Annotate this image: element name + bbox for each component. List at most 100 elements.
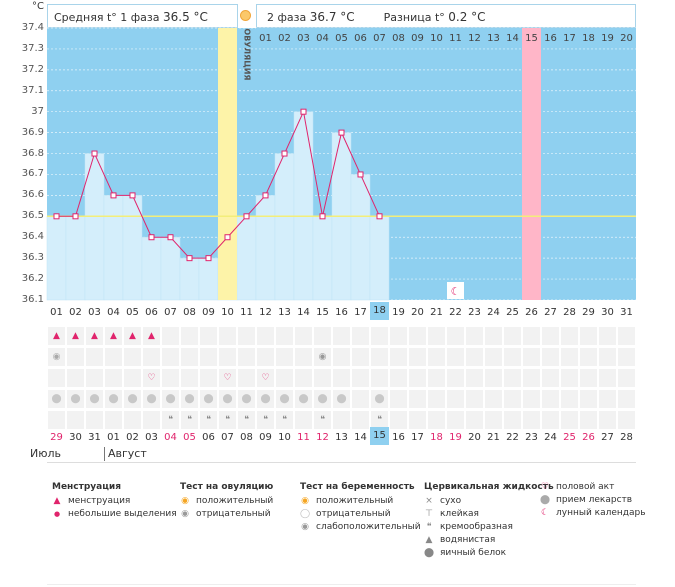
marker-cell[interactable] — [181, 348, 198, 366]
marker-cell[interactable] — [333, 411, 350, 429]
marker-cell[interactable] — [276, 327, 293, 345]
marker-cell[interactable] — [409, 369, 426, 387]
day-label[interactable]: 15 — [316, 307, 329, 318]
marker-cell[interactable]: ⬤ — [162, 390, 179, 408]
calendar-date[interactable]: 22 — [506, 432, 519, 443]
marker-cell[interactable] — [485, 327, 502, 345]
marker-cell[interactable] — [105, 348, 122, 366]
marker-cell[interactable]: ⬤ — [124, 390, 141, 408]
calendar-date[interactable]: 30 — [69, 432, 82, 443]
marker-cell[interactable] — [352, 327, 369, 345]
marker-cell[interactable] — [352, 369, 369, 387]
calendar-date[interactable]: 06 — [202, 432, 215, 443]
day-label[interactable]: 28 — [563, 307, 576, 318]
calendar-date[interactable]: 11 — [297, 432, 310, 443]
marker-cell[interactable] — [390, 348, 407, 366]
calendar-date[interactable]: 19 — [449, 432, 462, 443]
marker-cell[interactable] — [143, 348, 160, 366]
marker-cell[interactable] — [447, 327, 464, 345]
marker-cell[interactable] — [48, 411, 65, 429]
day-label[interactable]: 21 — [430, 307, 443, 318]
marker-cell[interactable] — [523, 411, 540, 429]
marker-cell[interactable]: ❝ — [200, 411, 217, 429]
day-label[interactable]: 27 — [544, 307, 557, 318]
marker-cell[interactable] — [485, 369, 502, 387]
marker-cell[interactable] — [523, 390, 540, 408]
marker-cell[interactable] — [333, 348, 350, 366]
day-label[interactable]: 30 — [601, 307, 614, 318]
marker-cell[interactable] — [466, 411, 483, 429]
marker-cell[interactable] — [504, 369, 521, 387]
day-label[interactable]: 02 — [69, 307, 82, 318]
marker-cell[interactable]: ⬤ — [48, 390, 65, 408]
marker-cell[interactable] — [238, 348, 255, 366]
marker-cell[interactable] — [219, 348, 236, 366]
calendar-date[interactable]: 07 — [221, 432, 234, 443]
marker-cell[interactable] — [162, 348, 179, 366]
marker-cell[interactable] — [390, 369, 407, 387]
marker-cell[interactable] — [447, 369, 464, 387]
calendar-date[interactable]: 10 — [278, 432, 291, 443]
marker-cell[interactable]: ◉ — [314, 348, 331, 366]
day-label[interactable]: 12 — [259, 307, 272, 318]
calendar-date[interactable]: 15 — [370, 427, 389, 445]
marker-cell[interactable]: ▲ — [86, 327, 103, 345]
marker-cell[interactable] — [580, 348, 597, 366]
marker-cell[interactable] — [447, 390, 464, 408]
marker-cell[interactable]: ♡ — [143, 369, 160, 387]
day-label[interactable]: 23 — [468, 307, 481, 318]
marker-cell[interactable] — [561, 369, 578, 387]
day-label[interactable]: 06 — [145, 307, 158, 318]
calendar-date[interactable]: 03 — [145, 432, 158, 443]
day-label[interactable]: 05 — [126, 307, 139, 318]
marker-cell[interactable]: ▲ — [48, 327, 65, 345]
marker-cell[interactable]: ⬤ — [86, 390, 103, 408]
marker-cell[interactable] — [599, 369, 616, 387]
marker-cell[interactable] — [428, 348, 445, 366]
marker-cell[interactable]: ▲ — [143, 327, 160, 345]
marker-cell[interactable] — [124, 369, 141, 387]
calendar-date[interactable]: 29 — [50, 432, 63, 443]
marker-cell[interactable] — [618, 327, 635, 345]
marker-cell[interactable] — [333, 327, 350, 345]
marker-cell[interactable] — [580, 327, 597, 345]
day-label[interactable]: 18 — [370, 302, 389, 320]
marker-cell[interactable]: ⬤ — [238, 390, 255, 408]
day-label[interactable]: 19 — [392, 307, 405, 318]
marker-cell[interactable] — [86, 411, 103, 429]
marker-cell[interactable]: ❝ — [162, 411, 179, 429]
marker-cell[interactable]: ❝ — [219, 411, 236, 429]
calendar-date[interactable]: 28 — [620, 432, 633, 443]
calendar-date[interactable]: 20 — [468, 432, 481, 443]
marker-cell[interactable] — [352, 390, 369, 408]
marker-cell[interactable] — [295, 411, 312, 429]
marker-cell[interactable] — [580, 369, 597, 387]
marker-cell[interactable] — [523, 327, 540, 345]
marker-cell[interactable] — [105, 411, 122, 429]
marker-cell[interactable] — [86, 348, 103, 366]
marker-cell[interactable] — [466, 369, 483, 387]
marker-cell[interactable] — [314, 327, 331, 345]
marker-cell[interactable] — [200, 327, 217, 345]
marker-cell[interactable]: ⬤ — [67, 390, 84, 408]
marker-cell[interactable] — [618, 390, 635, 408]
marker-cell[interactable] — [295, 369, 312, 387]
day-label[interactable]: 01 — [50, 307, 63, 318]
marker-cell[interactable] — [447, 348, 464, 366]
marker-cell[interactable] — [542, 390, 559, 408]
marker-cell[interactable] — [162, 327, 179, 345]
calendar-date[interactable]: 25 — [563, 432, 576, 443]
marker-cell[interactable] — [618, 411, 635, 429]
day-label[interactable]: 16 — [335, 307, 348, 318]
calendar-date[interactable]: 31 — [88, 432, 101, 443]
marker-cell[interactable] — [504, 411, 521, 429]
marker-cell[interactable] — [542, 327, 559, 345]
marker-cell[interactable]: ⬤ — [295, 390, 312, 408]
marker-cell[interactable] — [143, 411, 160, 429]
calendar-date[interactable]: 26 — [582, 432, 595, 443]
calendar-date[interactable]: 09 — [259, 432, 272, 443]
marker-cell[interactable] — [504, 390, 521, 408]
marker-cell[interactable] — [561, 327, 578, 345]
marker-cell[interactable] — [276, 348, 293, 366]
marker-cell[interactable] — [428, 390, 445, 408]
